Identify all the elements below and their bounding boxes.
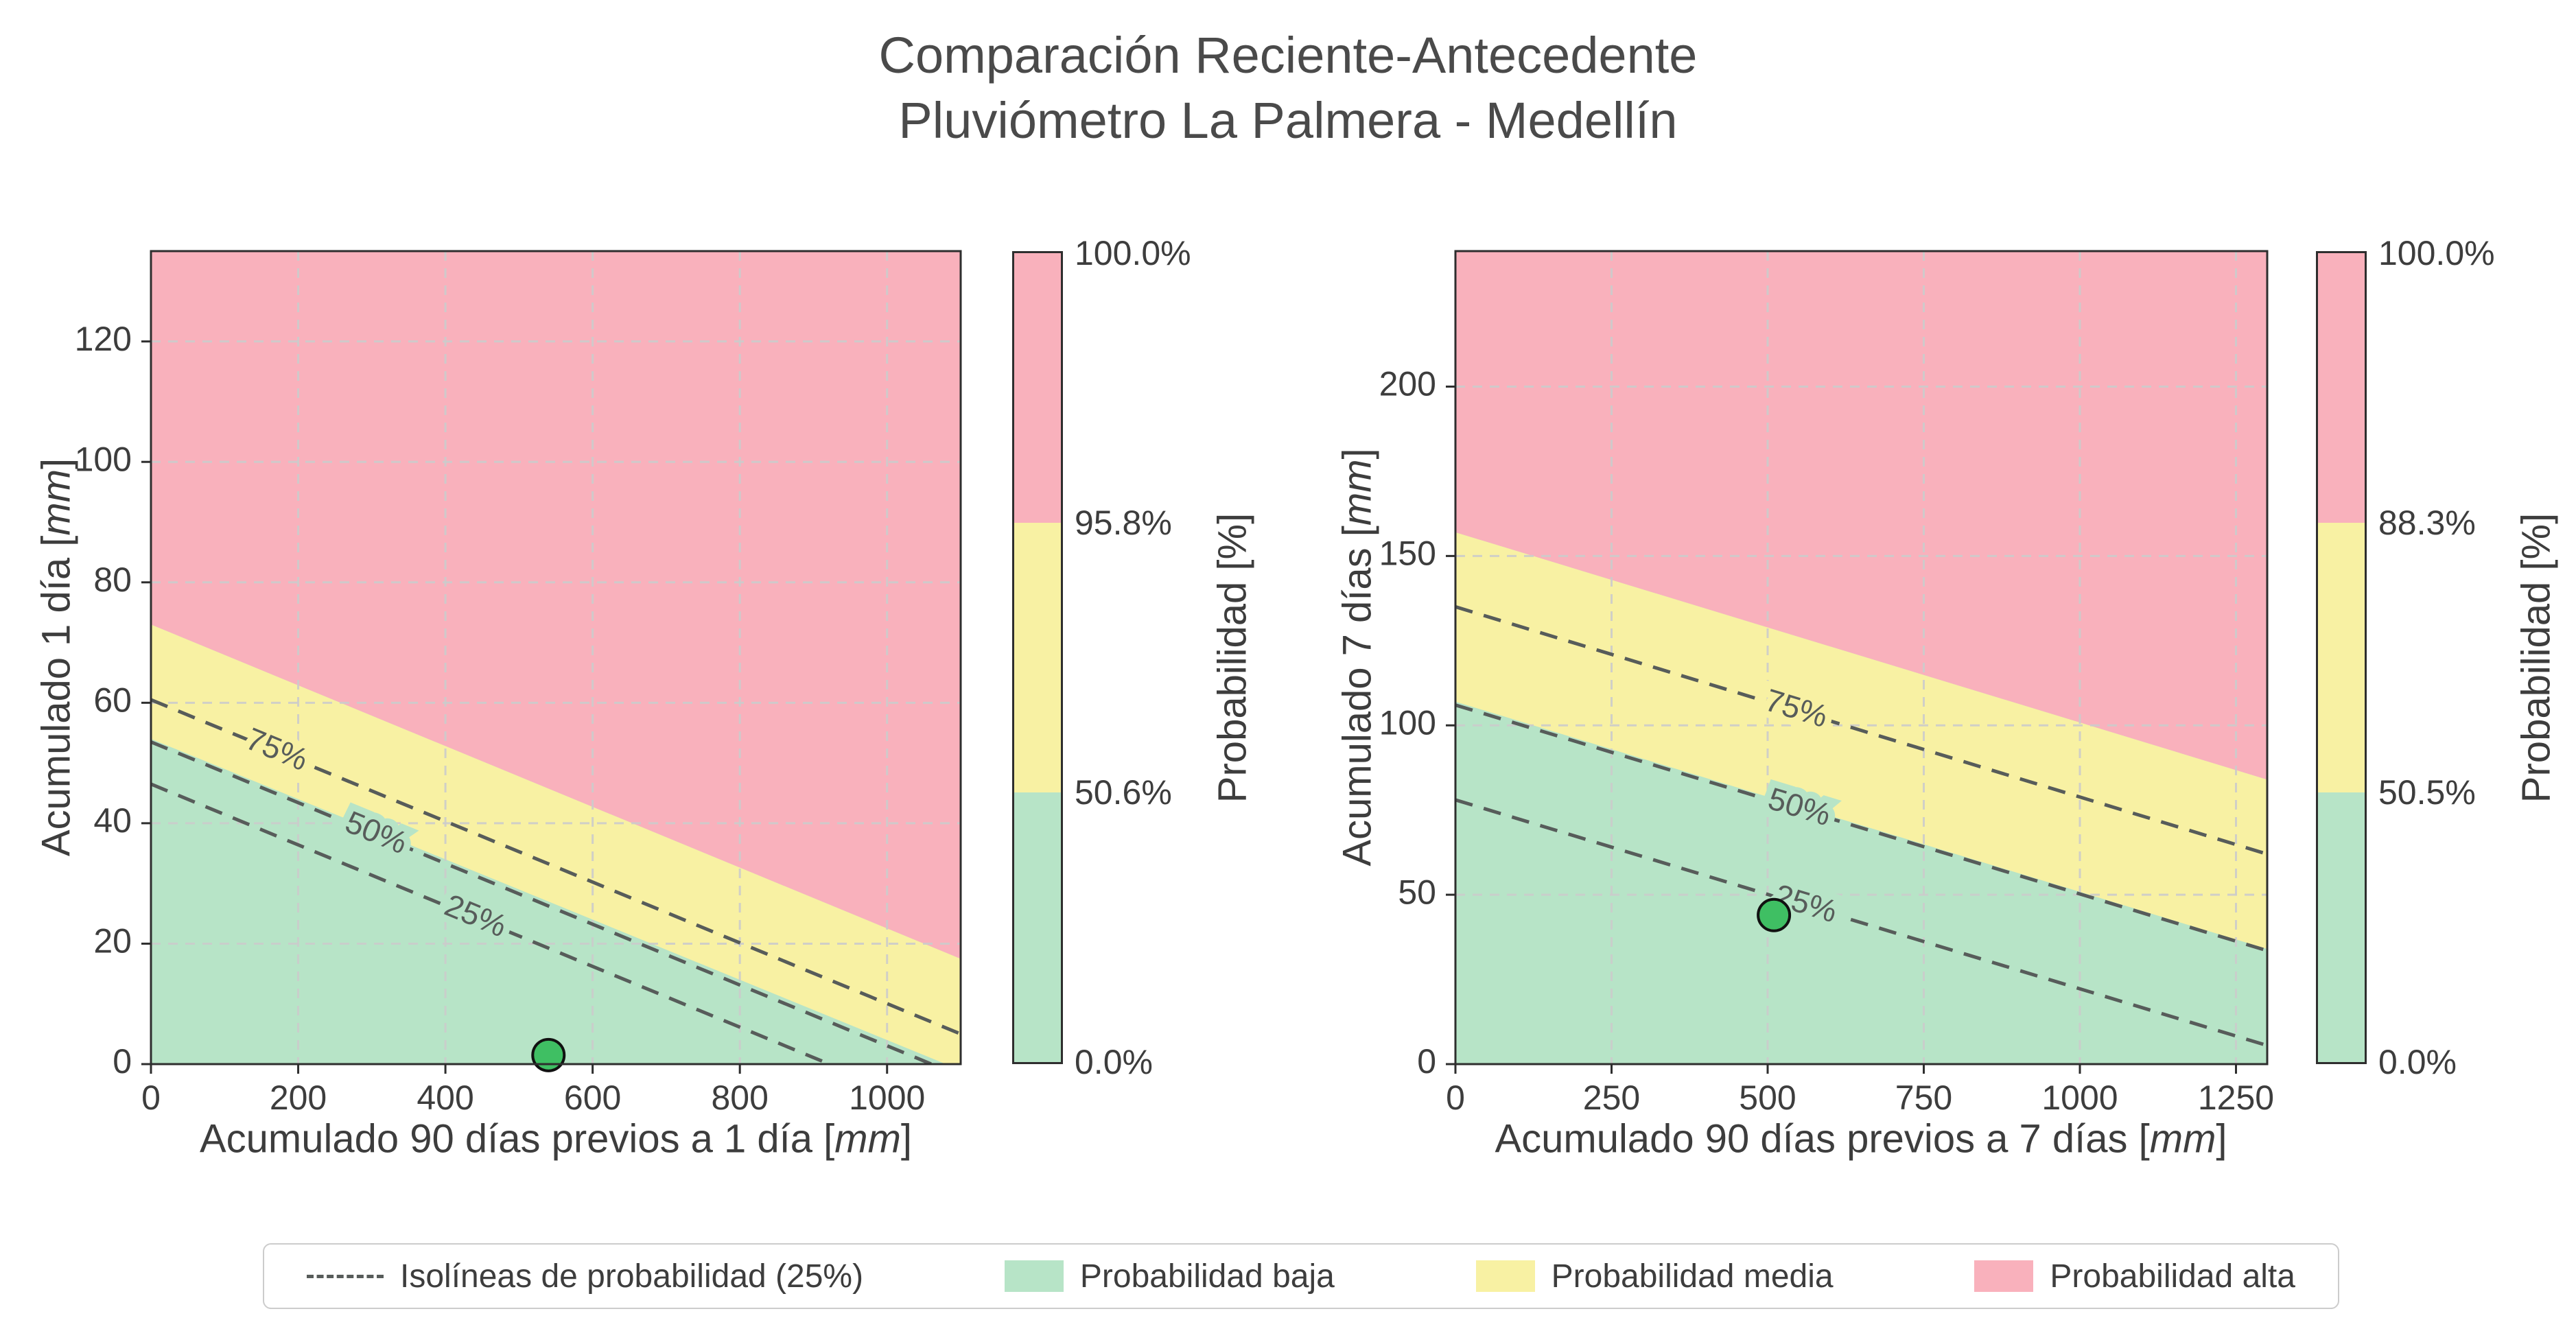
colorbar-segment-low	[1014, 792, 1061, 1062]
left-plot-area: 75% 50% 25% 0 200 400 600 800 1000 0 20 40 60 80 100 12…	[75, 250, 962, 1117]
y-tick-label: 50	[1398, 873, 1436, 911]
y-tick-label: 200	[1379, 365, 1436, 403]
colorbar-axis-title: Probabilidad [%]	[2514, 513, 2559, 803]
y-tick-label: 120	[75, 320, 132, 358]
colorbar-tick-label: 100.0%	[2378, 234, 2495, 272]
y-tick-label: 0	[113, 1042, 132, 1081]
y-tick-label: 0	[1417, 1042, 1436, 1081]
plot-border	[150, 250, 962, 1065]
plot-border	[1454, 250, 2269, 1065]
colorbar-tick-label: 0.0%	[1075, 1043, 1153, 1081]
y-tick-label: 100	[75, 440, 132, 478]
plot-canvas: 75%50%25%0 200 400 600 800 100002040608010012…	[75, 250, 962, 1117]
x-tick-label: 0	[1446, 1079, 1465, 1117]
y-tick-label: 150	[1379, 534, 1436, 573]
x-tick-label: 400	[417, 1079, 473, 1117]
zone-medium-probability	[1455, 532, 2267, 950]
colorbar-tick-label: 50.5%	[2378, 773, 2476, 812]
zone-medium-probability	[151, 624, 961, 1064]
x-tick-label: 750	[1895, 1079, 1952, 1117]
legend-label-isolines: Isolíneas de probabilidad (25%)	[400, 1258, 864, 1295]
green-patch-swatch	[1004, 1260, 1064, 1292]
legend-item-prob-baja: Probabilidad baja	[1004, 1258, 1335, 1295]
x-tick-label: 0	[141, 1079, 161, 1117]
right-plot-area: 75% 50% 25% 0 250 500 750 1000 1250 0 50 100 150 200	[1379, 250, 2274, 1117]
colorbar-tick-label: 88.3%	[2378, 504, 2476, 542]
legend-item-prob-alta: Probabilidad alta	[1974, 1258, 2295, 1295]
x-tick-label: 1250	[2198, 1079, 2274, 1117]
left-colorbar: 100.0% 95.8% 50.6% 0.0% Probabilidad [%]	[1012, 234, 1255, 1081]
x-tick-label: 500	[1739, 1079, 1796, 1117]
x-tick-label: 1000	[2041, 1079, 2118, 1117]
legend-label-prob-media: Probabilidad media	[1551, 1258, 1834, 1295]
colorbar-segment-low	[2318, 792, 2365, 1062]
figure-title-line2: Pluviómetro La Palmera - Medellín	[898, 91, 1678, 149]
figure-title: Comparación Reciente-Antecedente Pluvióm…	[0, 23, 2576, 153]
dashed-isoline-swatch	[307, 1274, 384, 1278]
right-y-axis-label: Acumulado 7 días [mm]	[1335, 448, 1380, 867]
x-tick-label: 200	[270, 1079, 327, 1117]
legend-item-isolines: Isolíneas de probabilidad (25%)	[307, 1258, 863, 1295]
right-colorbar: 100.0% 88.3% 50.5% 0.0% Probabilidad [%]	[2316, 234, 2559, 1081]
y-tick-label: 60	[93, 681, 132, 720]
colorbar-segment-high	[2318, 253, 2365, 523]
colorbar-axis-title: Probabilidad [%]	[1210, 513, 1255, 803]
legend: Isolíneas de probabilidad (25%) Probabil…	[263, 1243, 2339, 1309]
left-y-axis-label: Acumulado 1 día [mm]	[34, 458, 79, 857]
zone-high-probability	[1455, 251, 2267, 780]
isoline-75%	[1455, 605, 2267, 856]
data-point	[1757, 897, 1792, 932]
pink-patch-swatch	[1974, 1260, 2034, 1292]
zone-high-probability	[151, 251, 961, 959]
yellow-patch-swatch	[1475, 1260, 1535, 1292]
legend-item-prob-media: Probabilidad media	[1475, 1258, 1834, 1295]
y-tick-label: 80	[93, 561, 132, 599]
colorbar-segment-mid	[2318, 523, 2365, 792]
figure-title-line1: Comparación Reciente-Antecedente	[878, 27, 1698, 84]
x-tick-label: 800	[711, 1079, 768, 1117]
colorbar-tick-label: 100.0%	[1075, 234, 1191, 272]
colorbar-segment-mid	[1014, 523, 1061, 792]
isoline-50%	[1455, 703, 2267, 952]
x-tick-label: 600	[564, 1079, 621, 1117]
colorbar-tick-label: 95.8%	[1075, 504, 1172, 542]
x-tick-label: 250	[1583, 1079, 1640, 1117]
y-tick-label: 20	[93, 922, 132, 961]
colorbar-segment-high	[1014, 253, 1061, 523]
data-point	[531, 1037, 566, 1072]
legend-label-prob-alta: Probabilidad alta	[2050, 1258, 2295, 1295]
left-x-axis-label: Acumulado 90 días previos a 1 día [mm]	[199, 1116, 913, 1162]
y-tick-label: 40	[93, 801, 132, 840]
colorbar-tick-label: 0.0%	[2378, 1043, 2457, 1081]
right-x-axis-label: Acumulado 90 días previos a 7 días [mm]	[1495, 1116, 2227, 1162]
y-tick-label: 100	[1379, 703, 1436, 742]
colorbar-tick-label: 50.6%	[1075, 773, 1172, 812]
legend-label-prob-baja: Probabilidad baja	[1079, 1258, 1335, 1295]
x-tick-label: 1000	[849, 1079, 925, 1117]
isoline-25%	[1455, 798, 2267, 1048]
